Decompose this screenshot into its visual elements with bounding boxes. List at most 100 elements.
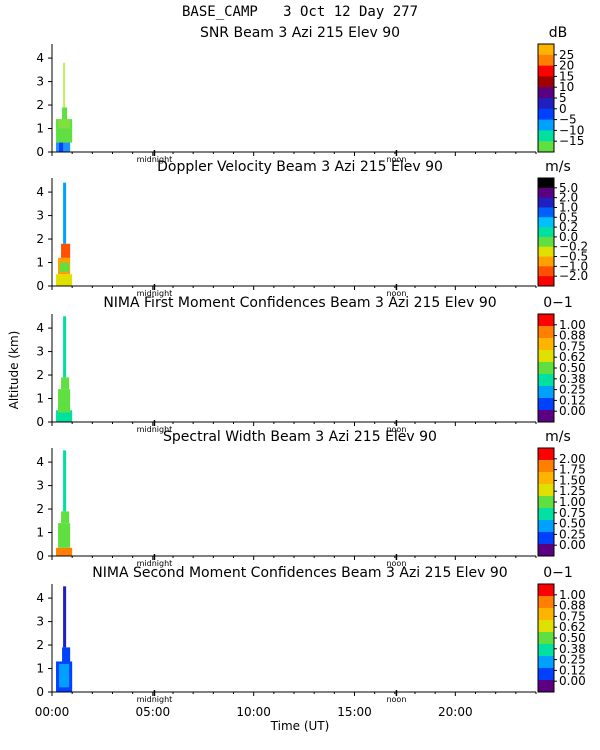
- colorbar-swatch: [538, 362, 554, 375]
- y-tick-label: 4: [36, 51, 44, 65]
- colorbar-swatch: [538, 460, 554, 473]
- solar-marker-label: noon: [386, 559, 406, 568]
- solar-marker-label: midnight: [137, 695, 173, 704]
- colorbar-label: 0.25: [559, 653, 586, 667]
- y-tick-label: 0: [36, 145, 44, 159]
- colorbar-swatch: [538, 207, 554, 218]
- colorbar-swatch: [538, 197, 554, 208]
- colorbar-swatch: [538, 98, 554, 110]
- solar-marker-label: midnight: [137, 559, 173, 568]
- colorbar-label: −1.0: [559, 259, 588, 273]
- colorbar-label: 2.0: [559, 191, 578, 205]
- colorbar-label: 0.00: [559, 674, 586, 688]
- panel-3: NIMA First Moment Confidences Beam 3 Azi…: [36, 295, 585, 434]
- data-cell: [59, 663, 70, 688]
- colorbar-swatch: [538, 54, 554, 67]
- y-tick-label: 3: [36, 209, 44, 223]
- colorbar-label: 1.00: [559, 588, 586, 602]
- colorbar-label: 0.2: [559, 220, 578, 234]
- header-date: 3 Oct 12 Day 277: [283, 4, 418, 20]
- colorbar-label: 0.5: [559, 210, 578, 224]
- x-tick-label: 15:00: [337, 705, 372, 719]
- colorbar-swatch: [538, 187, 554, 199]
- y-tick-label: 4: [36, 591, 44, 605]
- colorbar-label: 0.00: [559, 538, 586, 552]
- y-tick-label: 4: [36, 185, 44, 199]
- header-site: BASE_CAMP: [182, 4, 258, 20]
- colorbar-label: 1.75: [559, 463, 586, 477]
- colorbar-swatch: [538, 87, 554, 99]
- solar-marker-label: midnight: [137, 289, 173, 298]
- x-tick-label: 00:00: [35, 705, 70, 719]
- colorbar-swatch: [538, 644, 554, 657]
- colorbar-label: 10: [559, 80, 574, 94]
- colorbar-label: −10: [559, 123, 584, 137]
- colorbar-unit: dB: [549, 25, 568, 41]
- colorbar-label: 0.50: [559, 361, 586, 375]
- y-tick-label: 2: [36, 638, 44, 652]
- colorbar-swatch: [538, 338, 554, 351]
- colorbar-swatch: [538, 141, 554, 153]
- colorbar-swatch: [538, 520, 554, 533]
- colorbar-label: 1.25: [559, 484, 586, 498]
- colorbar-swatch: [538, 668, 554, 681]
- panel-2: Doppler Velocity Beam 3 Azi 215 Elev 90 m…: [36, 159, 588, 298]
- colorbar-swatch: [538, 256, 554, 267]
- colorbar-swatch: [538, 584, 554, 597]
- y-tick-label: 1: [36, 526, 44, 540]
- data-cell: [62, 647, 71, 664]
- data-cell: [63, 450, 67, 512]
- y-tick-label: 0: [36, 685, 44, 699]
- colorbar-swatch: [538, 620, 554, 633]
- data-cell: [61, 243, 71, 258]
- colorbar-swatch: [538, 398, 554, 411]
- data-cell: [63, 586, 67, 648]
- colorbar-label: −0.5: [559, 250, 588, 264]
- x-tick-label: 05:00: [136, 705, 171, 719]
- y-tick-label: 4: [36, 321, 44, 335]
- data-cell: [56, 410, 73, 422]
- colorbar-label: 0: [559, 102, 567, 116]
- data-cell: [63, 182, 67, 244]
- data-cell: [63, 62, 66, 108]
- colorbar-label: 5: [559, 91, 567, 105]
- colorbar-unit: 0−1: [543, 295, 573, 311]
- colorbar-label: 0.62: [559, 620, 586, 634]
- panels: SNR Beam 3 Azi 215 Elev 90 dB 0 1 2 3 4 midnigh…: [36, 25, 588, 704]
- y-axis-label: Altitude (km): [7, 331, 21, 410]
- colorbar-unit: m/s: [545, 159, 571, 175]
- colorbar-swatch: [538, 632, 554, 645]
- colorbar-swatch: [538, 119, 554, 131]
- colorbar-unit: 0−1: [543, 565, 573, 581]
- colorbar-label: 0.25: [559, 383, 586, 397]
- colorbar-label: −15: [559, 134, 584, 148]
- colorbar-frame: [537, 177, 555, 287]
- colorbar-label: 1.00: [559, 318, 586, 332]
- panel-title: NIMA Second Moment Confidences Beam 3 Az…: [92, 565, 507, 581]
- colorbar-label: 0.62: [559, 350, 586, 364]
- data-cell: [58, 119, 71, 129]
- solar-marker-label: midnight: [137, 425, 173, 434]
- colorbar-label: 0.12: [559, 393, 586, 407]
- panel-4: Spectral Width Beam 3 Azi 215 Elev 90 m/s…: [36, 429, 585, 568]
- colorbar-swatch: [538, 608, 554, 621]
- y-tick-label: 3: [36, 615, 44, 629]
- y-tick-label: 1: [36, 392, 44, 406]
- y-tick-label: 0: [36, 279, 44, 293]
- panel-title: NIMA First Moment Confidences Beam 3 Azi…: [103, 295, 496, 311]
- colorbar-label: 0.38: [559, 372, 586, 386]
- solar-marker-label: noon: [386, 155, 406, 164]
- panel-title: Spectral Width Beam 3 Azi 215 Elev 90: [163, 429, 437, 445]
- y-tick-label: 0: [36, 549, 44, 563]
- colorbar-label: 0.25: [559, 527, 586, 541]
- colorbar-label: 2.00: [559, 452, 586, 466]
- y-tick-label: 2: [36, 368, 44, 382]
- colorbar-label: 0.38: [559, 642, 586, 656]
- solar-marker-label: midnight: [137, 155, 173, 164]
- data-cell: [60, 262, 70, 272]
- colorbar-swatch: [538, 227, 554, 238]
- colorbar-swatch: [538, 130, 554, 142]
- x-axis-label: Time (UT): [270, 719, 330, 733]
- colorbar-swatch: [538, 326, 554, 339]
